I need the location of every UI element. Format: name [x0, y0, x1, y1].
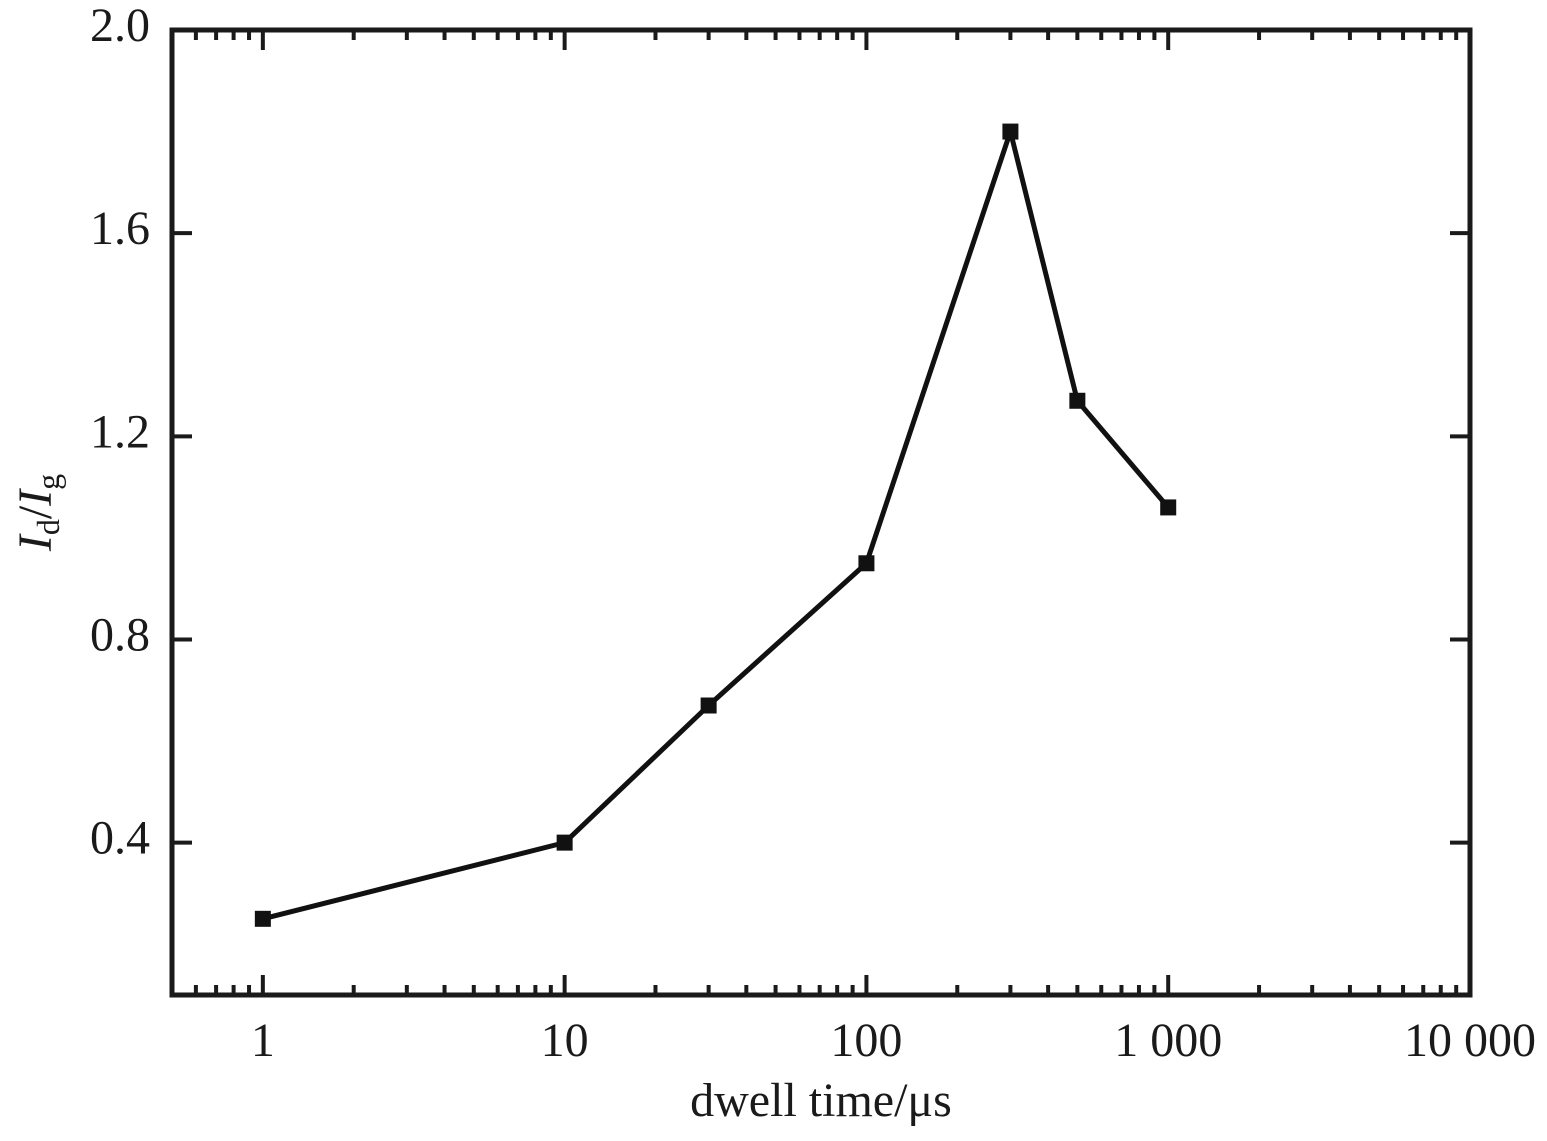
marker [254, 910, 271, 927]
marker [1002, 123, 1019, 140]
y-axis-label-part: g [30, 474, 66, 490]
line [262, 129, 1171, 922]
y-axis-label-part: / [9, 505, 62, 519]
y-tick-label: 1.2 [90, 405, 150, 458]
plot-frame [169, 27, 1473, 998]
y-axis-label-part: I [9, 488, 62, 507]
x-tick-label: 10 [541, 1014, 589, 1067]
marker [700, 697, 717, 714]
marker [1160, 499, 1177, 516]
marker [1069, 392, 1086, 409]
y-tick-label: 2.0 [90, 0, 150, 52]
y-axis-label-part: I [9, 533, 62, 552]
y-axis-label: Id/Ig [9, 474, 66, 552]
y-tick-label: 1.6 [90, 202, 150, 255]
y-tick-label: 0.4 [90, 812, 150, 865]
marker [858, 555, 875, 572]
marker [556, 834, 573, 851]
x-tick-label: 1 000 [1114, 1014, 1222, 1067]
y-tick-label: 0.8 [90, 608, 150, 661]
x-axis-label: dwell time/μs [690, 1074, 952, 1127]
x-tick-label: 10 000 [1404, 1014, 1536, 1067]
y-axis-label-part: d [30, 519, 66, 535]
x-tick-label: 1 [251, 1014, 275, 1067]
x-tick-label: 100 [830, 1014, 902, 1067]
